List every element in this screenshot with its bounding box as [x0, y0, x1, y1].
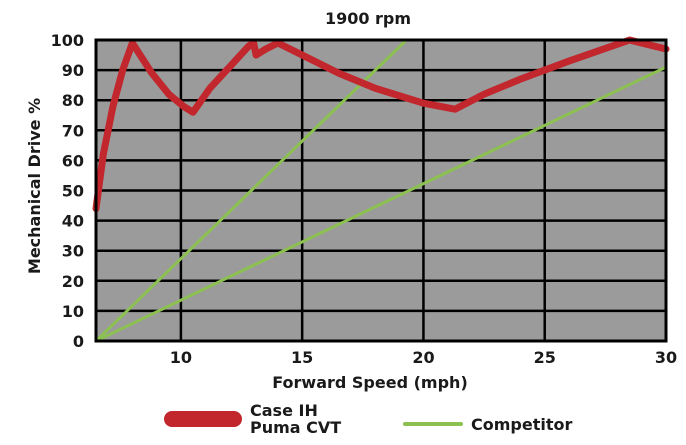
y-tick-labels: 0 10 20 30 40 50 60 70 80 90 100 [51, 31, 84, 351]
x-tick-label-15: 15 [291, 348, 313, 367]
legend-label-case-ih-line-1: Case IH [250, 401, 318, 420]
y-tick-label-60: 60 [62, 151, 84, 170]
x-tick-label-20: 20 [412, 348, 434, 367]
y-tick-label-10: 10 [62, 302, 84, 321]
y-tick-label-90: 90 [62, 61, 84, 80]
y-tick-label-0: 0 [73, 332, 84, 351]
series-competitor-line-1 [94, 38, 408, 343]
legend-label-competitor: Competitor [471, 415, 572, 434]
legend-label-case-ih: Case IH Puma CVT [250, 401, 341, 437]
y-tick-label-30: 30 [62, 242, 84, 261]
y-tick-label-50: 50 [62, 182, 84, 201]
legend-label-case-ih-line-2: Puma CVT [250, 418, 341, 437]
y-tick-label-20: 20 [62, 272, 84, 291]
y-tick-label-80: 80 [62, 91, 84, 110]
series-case-ih-line [92, 36, 670, 213]
x-tick-labels: 10 15 20 25 30 [170, 348, 677, 367]
plot-area [92, 36, 670, 343]
y-tick-label-40: 40 [62, 212, 84, 231]
legend: Case IH Puma CVT Competitor [164, 401, 572, 437]
series-layer [92, 36, 670, 343]
x-tick-label-30: 30 [655, 348, 677, 367]
legend-item-case-ih: Case IH Puma CVT [164, 401, 341, 437]
x-axis-title: Forward Speed (mph) [272, 373, 468, 392]
y-tick-label-100: 100 [51, 31, 84, 50]
plot-frame [94, 38, 668, 343]
series-competitor-line-2 [94, 65, 668, 343]
chart-title: 1900 rpm [325, 9, 411, 28]
x-tick-label-25: 25 [534, 348, 556, 367]
legend-item-competitor: Competitor [403, 415, 572, 434]
y-axis-title: Mechanical Drive % [25, 98, 44, 274]
y-tick-label-70: 70 [62, 121, 84, 140]
plot-border [94, 38, 668, 343]
x-tick-label-10: 10 [170, 348, 192, 367]
